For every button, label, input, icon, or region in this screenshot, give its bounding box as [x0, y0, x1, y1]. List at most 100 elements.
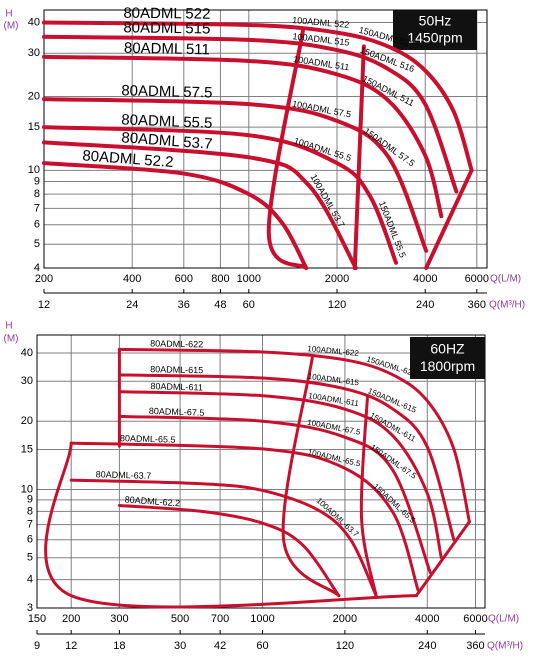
- x-tick-label: 1000: [250, 613, 274, 625]
- x2-tick-label: 48: [214, 299, 226, 311]
- y-axis-unit: (M): [4, 21, 19, 32]
- x2-tick-label: 12: [38, 299, 50, 311]
- region-boundary: [414, 520, 471, 598]
- y-axis-unit: (M): [4, 334, 19, 345]
- curve-annotation: 100ADML 53.7: [308, 172, 346, 229]
- x2-tick-label: 9: [34, 640, 40, 652]
- y-tick-label: 6: [34, 219, 40, 231]
- y-tick-label: 4: [34, 262, 40, 274]
- pump-curve: [69, 441, 420, 592]
- curve-label: 80ADML-611: [150, 381, 203, 392]
- badge-text: 1450rpm: [407, 30, 462, 46]
- y-tick-label: 40: [21, 347, 33, 359]
- x-tick-label: 6000: [463, 613, 487, 625]
- x-tick-label: 700: [211, 613, 229, 625]
- y-tick-label: 4: [27, 574, 33, 586]
- plot-border: [43, 9, 488, 269]
- curve-annotation: 150ADML-611: [368, 411, 417, 444]
- y-axis-label: H: [5, 321, 12, 332]
- region-boundary: [352, 44, 366, 270]
- x2-axis-label: Q(M³/H): [487, 641, 523, 652]
- x2-tick-label: 240: [416, 299, 434, 311]
- x-tick-label: 300: [110, 613, 128, 625]
- curve-annotation: 100ADML-65.5: [307, 447, 362, 468]
- curve-label: 80ADML 515: [123, 19, 210, 37]
- curve-label: 80ADML 53.7: [121, 129, 213, 153]
- curve-annotation: 100ADML-63.7: [315, 496, 361, 539]
- y-tick-label: 3: [27, 602, 33, 614]
- x-tick-label: 4000: [415, 613, 439, 625]
- badge-text: 1800rpm: [420, 358, 475, 374]
- x-axis-label: Q(L/M): [488, 614, 519, 625]
- curve-label: 80ADML-622: [150, 338, 203, 349]
- pump-curve: [117, 373, 456, 542]
- x-tick-label: 150: [28, 613, 46, 625]
- y-tick-label: 20: [28, 90, 40, 102]
- pump-curve: [117, 390, 443, 560]
- pump-curve: [117, 503, 341, 598]
- curve-label: 80ADML-63.7: [96, 469, 152, 481]
- x-tick-label: 200: [35, 273, 53, 285]
- badge-text: 50Hz: [419, 13, 452, 29]
- pump-curve: [42, 161, 309, 270]
- y-tick-label: 30: [28, 47, 40, 59]
- badge-text: 60HZ: [430, 340, 465, 356]
- y-tick-label: 30: [21, 375, 33, 387]
- pump-curve: [42, 97, 429, 253]
- curve-label: 80ADML 55.5: [121, 111, 213, 132]
- pump-curve: [42, 20, 474, 173]
- curve-label: 80ADML 522: [123, 5, 210, 23]
- x-tick-label: 200: [62, 613, 80, 625]
- x-tick-label: 500: [171, 613, 189, 625]
- y-tick-label: 40: [28, 16, 40, 28]
- x-tick-label: 600: [175, 273, 193, 285]
- y-tick-label: 20: [21, 415, 33, 427]
- x-tick-label: 4000: [413, 273, 437, 285]
- x2-tick-label: 240: [418, 640, 436, 652]
- x2-tick-label: 60: [243, 299, 255, 311]
- x2-tick-label: 42: [214, 640, 226, 652]
- y-tick-label: 9: [34, 175, 40, 187]
- y-tick-label: 5: [34, 238, 40, 250]
- curve-label: 80ADML-67.5: [149, 406, 205, 418]
- y-tick-label: 7: [27, 518, 33, 530]
- curve-label: 80ADML-62.2: [124, 494, 180, 508]
- x2-tick-label: 360: [466, 640, 484, 652]
- x2-tick-label: 120: [336, 640, 354, 652]
- region-boundary: [424, 168, 474, 270]
- curve-label: 80ADML 57.5: [121, 82, 213, 101]
- region-boundary: [359, 393, 378, 598]
- y-tick-label: 15: [28, 121, 40, 133]
- curve-annotation: 150ADML-65.5: [371, 482, 417, 525]
- pump-curve: [42, 34, 459, 194]
- x2-tick-label: 12: [65, 640, 77, 652]
- speed-badge: [410, 337, 485, 379]
- plot-border: [36, 334, 486, 609]
- x-axis-label: Q(L/M): [490, 274, 521, 285]
- curve-label: 80ADML-615: [150, 364, 203, 375]
- y-tick-label: 9: [27, 494, 33, 506]
- pump-curve: [42, 125, 399, 265]
- x-tick-label: 6000: [465, 273, 489, 285]
- y-tick-label: 6: [27, 534, 33, 546]
- y-tick-label: 8: [27, 505, 33, 517]
- x2-tick-label: 30: [174, 640, 186, 652]
- y-tick-label: 10: [28, 164, 40, 176]
- pump-curve: [42, 140, 358, 270]
- pump-curve: [117, 347, 471, 524]
- y-tick-label: 10: [21, 483, 33, 495]
- curve-annotation: 100ADML 522: [292, 15, 350, 30]
- x-tick-label: 800: [211, 273, 229, 285]
- region-boundary: [266, 28, 309, 270]
- x2-tick-label: 24: [126, 299, 138, 311]
- x2-tick-label: 360: [468, 299, 486, 311]
- x2-tick-label: 120: [328, 299, 346, 311]
- y-tick-label: 5: [27, 552, 33, 564]
- x2-axis-label: Q(M³/H): [489, 300, 525, 311]
- pump-curve: [69, 478, 378, 598]
- region-boundary: [44, 441, 418, 609]
